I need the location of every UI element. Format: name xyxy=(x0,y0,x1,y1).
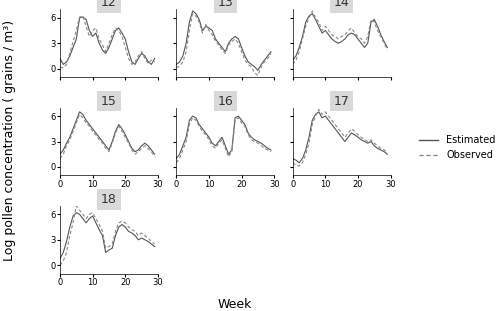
Title: 14: 14 xyxy=(334,0,349,9)
Title: 16: 16 xyxy=(218,95,233,108)
Title: 15: 15 xyxy=(101,95,117,108)
Title: 13: 13 xyxy=(218,0,233,9)
Title: 17: 17 xyxy=(334,95,349,108)
Text: Week: Week xyxy=(218,298,252,311)
Title: 12: 12 xyxy=(101,0,117,9)
Legend: Estimated, Observed: Estimated, Observed xyxy=(415,132,500,164)
Title: 18: 18 xyxy=(101,193,117,206)
Text: Log pollen concentration ( grains / m³): Log pollen concentration ( grains / m³) xyxy=(4,19,16,261)
